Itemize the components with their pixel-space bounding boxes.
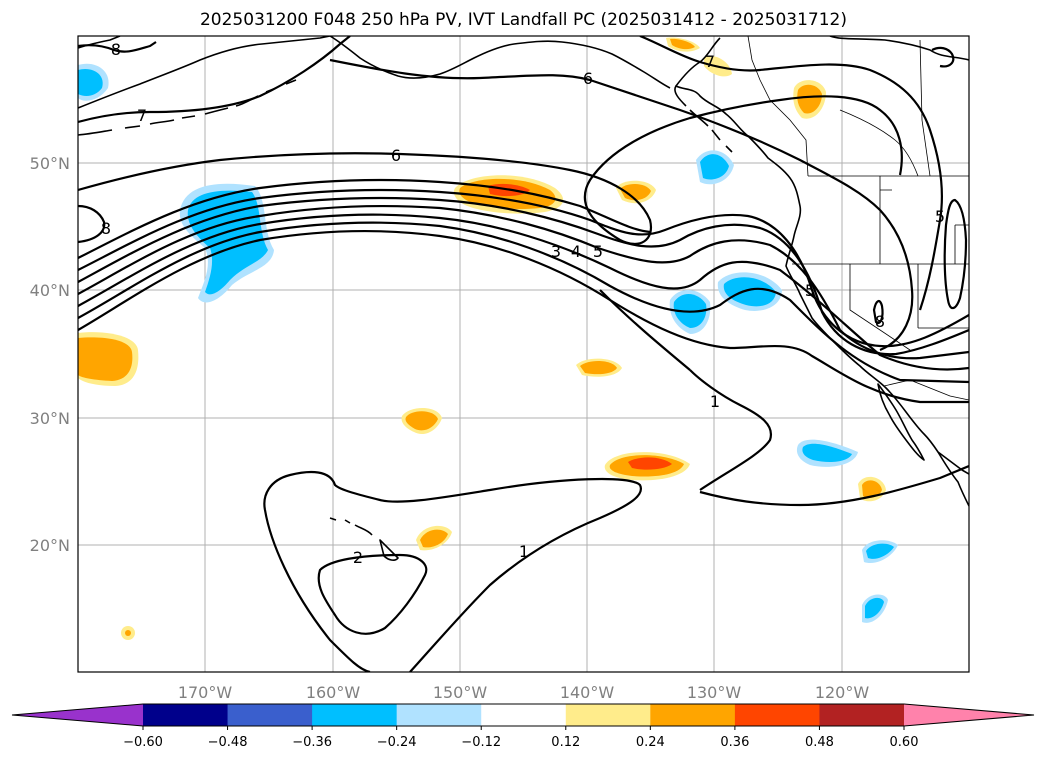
colorbar-tick-label: −0.24 <box>377 735 417 750</box>
colorbar-segment <box>650 704 736 726</box>
colorbar-tick-label: −0.48 <box>208 735 248 750</box>
negative-shading <box>78 63 898 623</box>
contour-8c <box>931 46 955 68</box>
contour-jet-5 <box>78 196 969 356</box>
baja-peninsula <box>877 383 925 461</box>
contour-7 <box>78 36 351 124</box>
pv-contours <box>78 36 969 672</box>
contour-label: 3 <box>551 242 561 261</box>
contour-label: 8 <box>111 40 121 59</box>
contour-jet-4 <box>78 204 969 360</box>
canada-provinces <box>839 39 931 177</box>
north-america-coast <box>675 36 969 475</box>
lon-tick-label: 120°W <box>815 683 870 702</box>
contour-label: 6 <box>391 146 401 165</box>
contour-label: 7 <box>137 106 147 125</box>
contour-label: 1 <box>519 542 529 561</box>
mexico-coast <box>937 451 969 507</box>
contour-label: 5 <box>805 281 815 300</box>
lat-tick-label: 40°N <box>30 281 70 300</box>
contour-label: 8 <box>101 219 111 238</box>
contour-1-jet-south <box>599 289 969 507</box>
colorbar-tick-label: 0.24 <box>636 735 665 750</box>
lon-tick-label: 170°W <box>178 683 233 702</box>
contour-8 <box>78 204 106 244</box>
alaska-islands-se <box>674 85 733 153</box>
lat-tick-label: 20°N <box>30 536 70 555</box>
lon-tick-label: 150°W <box>433 683 488 702</box>
russia-coast <box>78 36 121 49</box>
colorbar-segment <box>819 704 905 726</box>
colorbar-extend-high <box>904 704 1034 726</box>
colorbar-segment <box>312 704 398 726</box>
contour-6b <box>329 58 914 352</box>
map-frame <box>77 35 970 673</box>
contour-2 <box>317 553 428 635</box>
contour-jet-7 <box>78 178 651 259</box>
map-title: 2025031200 F048 250 hPa PV, IVT Landfall… <box>199 10 847 30</box>
contour-label: 5 <box>935 207 945 226</box>
contour-labels: 1 1 2 3 4 5 5 5 6 6 7 7 8 8 8 <box>101 40 945 567</box>
colorbar-tick-label: −0.36 <box>292 735 332 750</box>
colorbar-tick-label: 0.60 <box>890 735 919 750</box>
colorbar-tick-label: 0.12 <box>551 735 580 750</box>
contour-label: 4 <box>571 242 581 261</box>
hawaii-islands <box>329 517 399 561</box>
contour-jet-6 <box>78 188 969 348</box>
contour-label: 6 <box>583 69 593 88</box>
contour-1-east <box>689 369 773 491</box>
colorbar-segment <box>481 704 567 726</box>
contour-1-main <box>263 470 643 672</box>
map-background <box>78 36 969 672</box>
contour-6 <box>78 95 903 246</box>
contour-label: 8 <box>875 312 885 331</box>
lat-tick-label: 50°N <box>30 154 70 173</box>
colorbar-tick-label: 0.48 <box>805 735 834 750</box>
alaska-peninsula <box>78 36 331 109</box>
colorbar-extend-low <box>12 704 143 726</box>
contour-label: 7 <box>705 52 715 71</box>
contour-label: 1 <box>710 392 720 411</box>
contour-label: 5 <box>593 242 603 261</box>
contour-jet-3 <box>78 213 969 371</box>
colorbar-tick-label: −0.12 <box>461 735 501 750</box>
colorbar-segment <box>143 704 229 726</box>
longitude-axis: 170°W 160°W 150°W 140°W 130°W 120°W <box>178 683 870 702</box>
lon-tick-label: 140°W <box>560 683 615 702</box>
colorbar-tick-label: 0.36 <box>720 735 749 750</box>
contour-label: 2 <box>353 548 363 567</box>
contour-8b <box>78 41 157 53</box>
colorbar: −0.60 −0.48 −0.36 −0.24 −0.12 0.12 0.24 0.36 0.4… <box>11 703 1035 750</box>
colorbar-segment <box>396 704 482 726</box>
us-mexico-border <box>883 379 969 401</box>
colorbar-segment <box>227 704 313 726</box>
contour-jet-1 <box>78 229 969 404</box>
contour-8d <box>872 300 884 325</box>
contour-jet-2 <box>78 221 969 384</box>
alaska-canada-border <box>747 36 809 177</box>
lat-tick-label: 30°N <box>30 409 70 428</box>
contour-east-closed <box>943 198 968 310</box>
lon-tick-label: 160°W <box>306 683 361 702</box>
colorbar-tick-label: −0.60 <box>123 735 163 750</box>
colorbar-segment <box>565 704 651 726</box>
latitude-axis: 50°N 40°N 30°N 20°N <box>30 154 70 555</box>
gridlines <box>78 36 969 672</box>
lon-tick-label: 130°W <box>687 683 742 702</box>
colorbar-segment <box>734 704 820 726</box>
contour-7b <box>639 36 944 311</box>
borders <box>747 36 969 401</box>
